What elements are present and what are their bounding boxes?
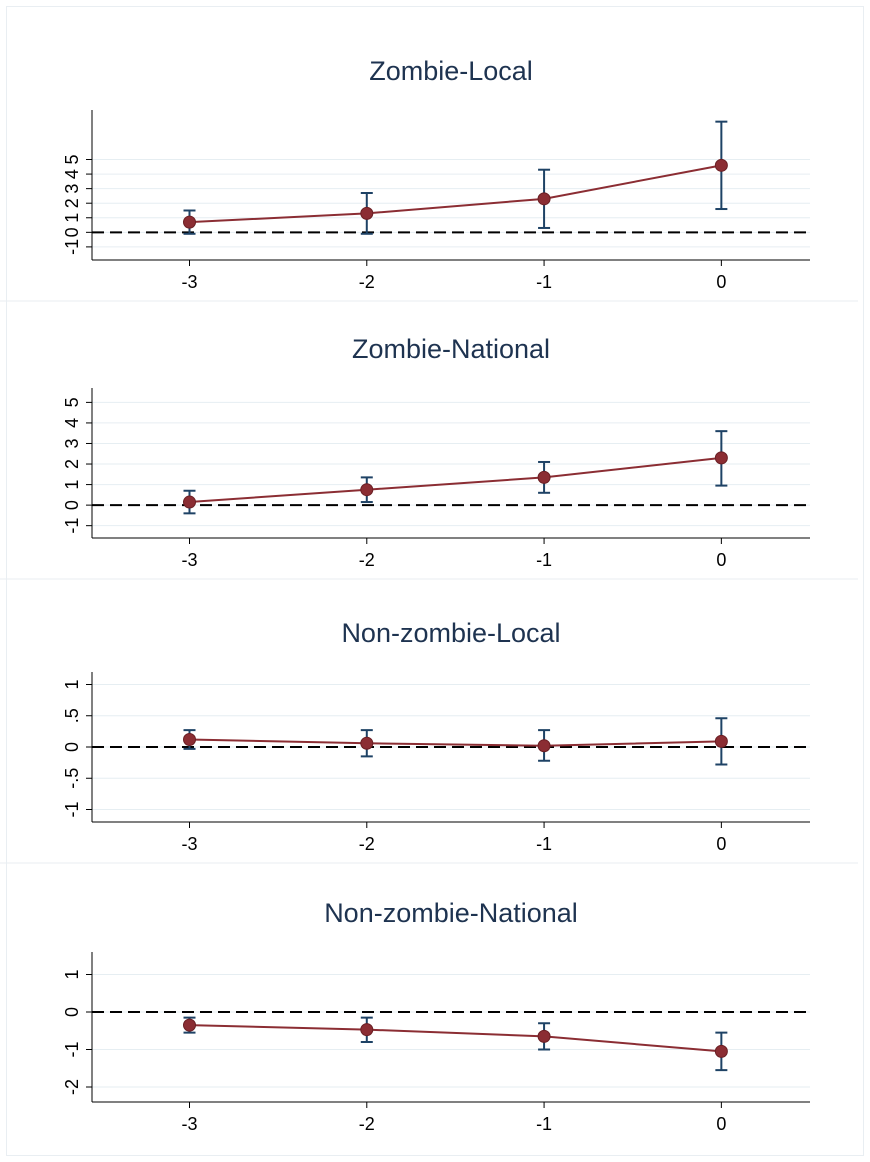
y-tick-label: 1 xyxy=(62,480,82,490)
chart-title: Zombie-Local xyxy=(369,56,533,86)
x-tick-label: -3 xyxy=(181,834,197,854)
y-tick-label: 3 xyxy=(62,438,82,448)
x-tick-label: -1 xyxy=(536,272,552,292)
y-tick-label: -.5 xyxy=(62,768,82,789)
data-point xyxy=(183,215,197,229)
y-tick-label: 0 xyxy=(62,500,82,510)
y-tick-label: 2 xyxy=(62,459,82,469)
x-tick-label: -3 xyxy=(181,272,197,292)
x-tick-label: 0 xyxy=(716,272,726,292)
chart-title: Non-zombie-Local xyxy=(341,618,560,648)
y-tick-label: -1 xyxy=(62,801,82,817)
y-tick-label: .5 xyxy=(62,708,82,723)
chart-title: Non-zombie-National xyxy=(324,898,578,928)
data-point xyxy=(714,158,728,172)
x-tick-label: -2 xyxy=(359,550,375,570)
y-tick-label: 4 xyxy=(62,169,82,179)
chart-svg-2: Zombie-National -1 0 1 2 3 4 5 -3 -2 -1 0 xyxy=(0,334,858,580)
x-tick-label: -3 xyxy=(181,1114,197,1134)
data-point xyxy=(714,734,728,748)
data-point xyxy=(537,739,551,753)
chart-panel-2: Zombie-National -1 0 1 2 3 4 5 -3 -2 -1 0 xyxy=(0,302,858,580)
y-tick-label: -1 xyxy=(62,1041,82,1057)
data-point xyxy=(537,1029,551,1043)
x-tick-label: 0 xyxy=(716,1114,726,1134)
chart-title: Zombie-National xyxy=(352,334,550,364)
chart-svg-3: Non-zombie-Local -1 -.5 0 .5 1 -3 -2 -1 0 xyxy=(0,618,858,864)
y-tick-label: 4 xyxy=(62,418,82,428)
y-tick-label: 5 xyxy=(62,397,82,407)
data-point xyxy=(183,495,197,509)
data-point xyxy=(360,483,374,497)
y-tick-label: 1 xyxy=(62,969,82,979)
y-tick-label: 0 xyxy=(62,227,82,237)
y-tick-label: -1 xyxy=(62,239,82,255)
y-tick-label: 5 xyxy=(62,155,82,165)
y-tick-label: 3 xyxy=(62,184,82,194)
y-tick-label: 0 xyxy=(62,1007,82,1017)
data-point xyxy=(714,1044,728,1058)
x-tick-label: -2 xyxy=(359,834,375,854)
y-tick-label: 1 xyxy=(62,213,82,223)
y-tick-label: 1 xyxy=(62,679,82,689)
chart-panel-1: Zombie-Local -1 0 1 2 3 4 5 -3 -2 -1 0 xyxy=(0,24,858,302)
chart-panel-4: Non-zombie-National -2 -1 0 1 -3 -2 -1 0 xyxy=(0,866,832,1144)
y-tick-label: 2 xyxy=(62,198,82,208)
chart-svg-1: Zombie-Local -1 0 1 2 3 4 5 -3 -2 -1 0 xyxy=(0,56,858,302)
chart-panel-3: Non-zombie-Local -1 -.5 0 .5 1 -3 -2 -1 0 xyxy=(0,586,858,864)
data-point xyxy=(537,192,551,206)
y-tick-label: -2 xyxy=(62,1079,82,1095)
data-point xyxy=(183,733,197,746)
data-point xyxy=(360,206,374,220)
data-point xyxy=(714,451,728,465)
series-line xyxy=(189,456,722,504)
x-tick-label: 0 xyxy=(716,834,726,854)
chart-svg-4: Non-zombie-National -2 -1 0 1 -3 -2 -1 0 xyxy=(62,898,810,1134)
y-tick-label: -1 xyxy=(62,518,82,534)
x-tick-label: -1 xyxy=(536,550,552,570)
x-tick-label: -2 xyxy=(359,1114,375,1134)
x-tick-label: -2 xyxy=(359,272,375,292)
data-point xyxy=(360,1023,374,1037)
series-line xyxy=(189,738,722,747)
series-line xyxy=(189,164,722,224)
x-tick-label: -1 xyxy=(536,1114,552,1134)
x-tick-label: -1 xyxy=(536,834,552,854)
data-point xyxy=(360,736,374,750)
data-point xyxy=(183,1018,197,1032)
data-point xyxy=(537,470,551,484)
x-tick-label: 0 xyxy=(716,550,726,570)
y-tick-label: 0 xyxy=(62,742,82,752)
series-line xyxy=(189,1024,722,1053)
x-tick-label: -3 xyxy=(181,550,197,570)
